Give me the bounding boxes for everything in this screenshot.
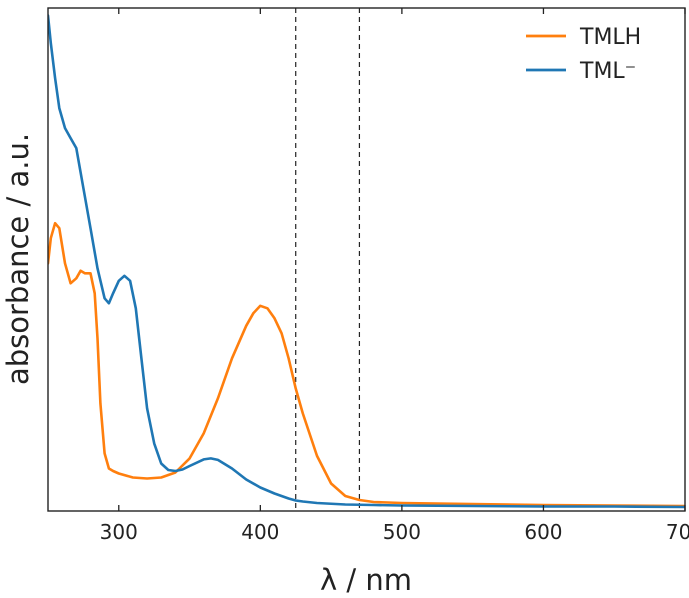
reference-lines <box>295 8 361 511</box>
legend-label-1: TML⁻ <box>579 59 636 84</box>
x-axis-label: λ / nm <box>320 563 412 597</box>
x-tick-label-500: 500 <box>383 520 421 544</box>
plot-frame <box>47 7 686 512</box>
series-lines <box>48 14 685 509</box>
y-axis-label: absorbance / a.u. <box>1 133 35 385</box>
x-tick-label-400: 400 <box>241 520 279 544</box>
legend-label-0: TMLH <box>579 25 641 50</box>
x-axis-ticks: 300 400 500 600 700 <box>100 8 689 544</box>
legend: TMLH TML⁻ <box>526 25 641 84</box>
x-tick-label-600: 600 <box>524 520 562 544</box>
series-line-1 <box>48 14 685 509</box>
x-tick-label-300: 300 <box>100 520 138 544</box>
x-tick-label-700: 700 <box>666 520 689 544</box>
series-line-0 <box>48 221 685 508</box>
